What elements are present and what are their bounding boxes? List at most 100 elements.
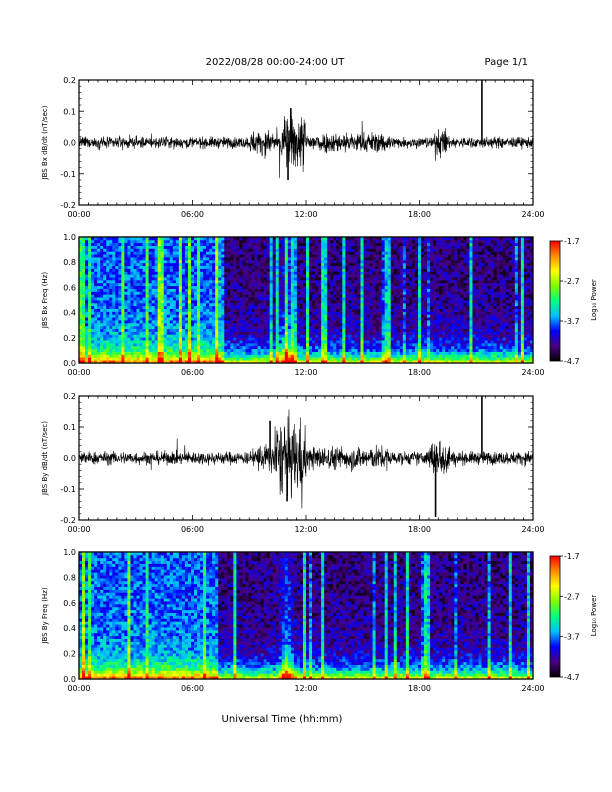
heatmap-cell	[103, 328, 107, 332]
heatmap-cell	[178, 251, 183, 255]
heatmap-cell	[184, 354, 189, 358]
heatmap-cell	[88, 254, 92, 258]
heatmap-cell	[145, 279, 150, 284]
heatmap-cell	[248, 340, 252, 344]
heatmap-cell	[175, 342, 180, 347]
heatmap-cell	[266, 237, 271, 241]
heatmap-cell	[360, 291, 364, 295]
heatmap-cell	[333, 268, 337, 272]
heatmap-cell	[121, 322, 125, 327]
heatmap-cell	[169, 322, 174, 327]
heatmap-cell	[354, 314, 358, 318]
heatmap-cell	[263, 337, 268, 341]
heatmap-cell	[212, 320, 216, 324]
heatmap-cell	[221, 274, 225, 278]
heatmap-cell	[88, 277, 92, 281]
heatmap-cell	[357, 305, 361, 309]
heatmap-cell	[336, 305, 340, 309]
heatmap-cell	[342, 360, 346, 364]
heatmap-cell	[360, 271, 364, 275]
heatmap-cell	[260, 342, 265, 347]
heatmap-cell	[354, 248, 358, 252]
heatmap-cell	[206, 325, 210, 330]
heatmap-cell	[172, 322, 177, 327]
heatmap-cell	[387, 334, 392, 338]
heatmap-cell	[357, 357, 361, 361]
heatmap-cell	[293, 340, 298, 344]
heatmap-cell	[124, 254, 128, 258]
heatmap-cell	[157, 285, 162, 289]
heatmap-cell	[321, 334, 325, 338]
heatmap-cell	[109, 334, 113, 338]
heatmap-cell	[251, 328, 255, 332]
heatmap-cell	[85, 257, 89, 261]
heatmap-cell	[372, 237, 377, 241]
heatmap-cell	[348, 242, 352, 246]
heatmap-cell	[209, 357, 213, 361]
heatmap-cell	[351, 348, 355, 352]
heatmap-cell	[312, 314, 316, 318]
heatmap-cell	[257, 345, 261, 350]
heatmap-cell	[318, 314, 322, 318]
heatmap-cell	[85, 345, 89, 350]
heatmap-cell	[321, 351, 325, 355]
heatmap-cell	[157, 325, 162, 330]
heatmap-cell	[278, 305, 283, 309]
heatmap-cell	[178, 239, 183, 244]
heatmap-cell	[260, 357, 265, 361]
heatmap-cell	[103, 325, 107, 330]
heatmap-cell	[324, 305, 328, 309]
heatmap-cell	[366, 277, 370, 281]
heatmap-cell	[215, 288, 219, 292]
heatmap-cell	[287, 357, 292, 361]
heatmap-cell	[281, 242, 286, 246]
heatmap-cell	[369, 331, 373, 335]
heatmap-cell	[85, 331, 89, 335]
heatmap-cell	[218, 314, 222, 318]
heatmap-cell	[194, 268, 198, 272]
heatmap-cell	[103, 277, 107, 281]
heatmap-cell	[190, 348, 195, 352]
heatmap-cell	[312, 291, 316, 295]
heatmap-cell	[269, 354, 274, 358]
heatmap-cell	[266, 285, 271, 289]
heatmap-cell	[209, 257, 213, 261]
heatmap-cell	[154, 311, 159, 315]
heatmap-cell	[248, 239, 252, 244]
heatmap-cell	[124, 239, 128, 244]
heatmap-cell	[366, 348, 370, 352]
heatmap-cell	[236, 311, 240, 315]
heatmap-cell	[239, 268, 243, 272]
heatmap-cell	[275, 357, 280, 361]
heatmap-cell	[148, 268, 153, 272]
heatmap-cell	[378, 322, 383, 327]
heatmap-cell	[287, 277, 292, 281]
heatmap-cell	[142, 337, 146, 341]
heatmap-cell	[384, 311, 389, 315]
heatmap-cell	[375, 262, 380, 267]
heatmap-cell	[109, 274, 113, 278]
heatmap-cell	[163, 259, 168, 264]
heatmap-cell	[121, 259, 125, 264]
heatmap-cell	[166, 268, 171, 272]
heatmap-cell	[209, 325, 213, 330]
heatmap-cell	[351, 277, 355, 281]
heatmap-cell	[103, 302, 107, 307]
heatmap-cell	[369, 294, 373, 298]
heatmap-cell	[197, 297, 201, 301]
heatmap-cell	[263, 300, 268, 304]
heatmap-cell	[390, 334, 395, 338]
heatmap-cell	[393, 259, 398, 264]
heatmap-cell	[187, 328, 192, 332]
heatmap-cell	[221, 259, 225, 264]
heatmap-cell	[100, 322, 104, 327]
heatmap-cell	[187, 248, 192, 252]
heatmap-cell	[200, 311, 204, 315]
heatmap-cell	[215, 300, 219, 304]
heatmap-cell	[85, 268, 89, 272]
heatmap-cell	[172, 279, 177, 284]
heatmap-cell	[242, 288, 246, 292]
heatmap-cell	[375, 251, 380, 255]
heatmap-cell	[85, 248, 89, 252]
heatmap-cell	[263, 305, 268, 309]
